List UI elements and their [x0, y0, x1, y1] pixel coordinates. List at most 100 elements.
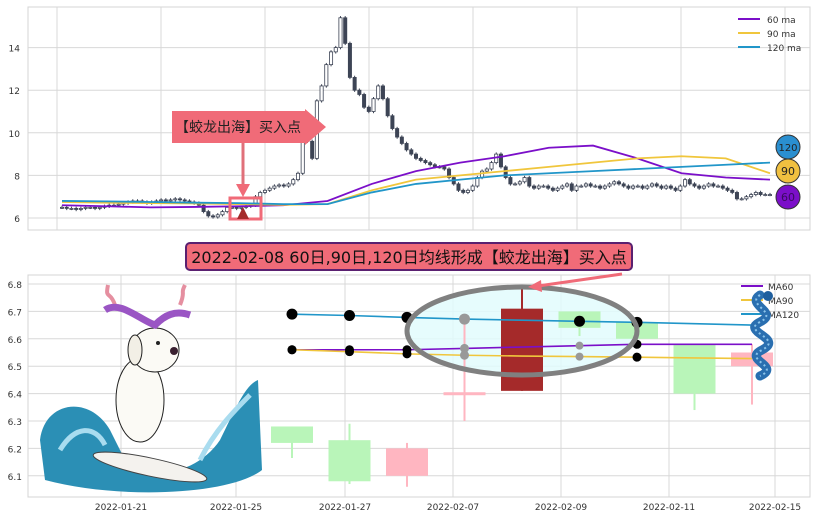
bottom-xtick-label: 2022-01-21	[95, 503, 147, 513]
bottom-xtick-label: 2022-01-25	[210, 503, 262, 513]
bottom-ytick-label: 6.8	[8, 281, 23, 291]
badge-60	[775, 184, 801, 210]
candle-body	[631, 185, 636, 189]
candle-body	[83, 206, 88, 209]
candle-body	[498, 153, 503, 168]
candle-body	[409, 149, 414, 155]
bottom-xtick-label: 2022-02-07	[427, 503, 479, 513]
bottom-ytick-label: 6.3	[8, 418, 22, 428]
candle-body	[749, 194, 754, 198]
bottom-xtick-label: 2022-02-15	[749, 503, 801, 513]
candle-body	[768, 194, 773, 196]
candle-body	[413, 153, 418, 159]
candle-body	[588, 183, 593, 187]
candle-body	[386, 448, 428, 476]
legend-label-60ma: 60 ma	[767, 16, 796, 26]
ma-line-MA60	[292, 343, 752, 351]
candle-body	[508, 177, 513, 185]
candle-body	[593, 185, 598, 188]
candle-body	[579, 185, 584, 188]
candle-body	[541, 185, 546, 188]
candle-body	[546, 185, 551, 189]
ma-point	[632, 352, 642, 362]
top-ytick-label: 12	[9, 87, 20, 97]
candle-body	[404, 143, 409, 151]
bottom-ytick-label: 6.2	[8, 445, 22, 455]
dragon-illustration	[750, 290, 774, 381]
bottom-ytick-label: 6.1	[8, 473, 22, 483]
candle-body	[560, 185, 565, 189]
candle-body	[758, 192, 763, 195]
candle-body	[716, 185, 721, 188]
candle-body	[177, 198, 182, 201]
buy-point-annotation: 【蛟龙出海】买入点	[172, 109, 326, 221]
candle-body	[220, 211, 225, 216]
candle-body	[569, 183, 574, 191]
badge-90-label: 90	[781, 165, 795, 178]
annotation-label: 【蛟龙出海】买入点	[175, 120, 301, 136]
badge-60-label: 60	[781, 191, 795, 204]
candle-body	[380, 85, 385, 100]
candle-body	[376, 85, 381, 100]
down-arrow-head-icon	[236, 184, 250, 197]
candle-body	[654, 183, 659, 187]
candle-body	[583, 183, 588, 187]
candle-body	[281, 184, 286, 187]
candle-body	[277, 184, 282, 187]
candle-body	[338, 17, 343, 49]
candle-body	[262, 189, 267, 193]
candle-body	[64, 206, 69, 209]
candle-body	[574, 185, 579, 191]
candle-body	[659, 185, 664, 189]
ma-point	[344, 310, 355, 322]
candle-body	[470, 185, 475, 191]
candle-body	[295, 172, 300, 181]
candle-body	[701, 185, 706, 189]
candle-body	[503, 166, 508, 178]
candle-body	[711, 183, 716, 187]
candle-body	[668, 185, 673, 189]
candle-body	[271, 426, 313, 443]
candle-body	[607, 183, 612, 187]
candle-body	[366, 106, 371, 112]
candle-body	[683, 179, 688, 187]
candle-body	[706, 183, 711, 187]
candle-body	[626, 185, 631, 189]
candle-body	[328, 440, 371, 482]
candle-body	[93, 206, 98, 209]
candle-body	[550, 187, 555, 191]
candle-body	[522, 177, 527, 183]
top-ytick-label: 6	[14, 215, 20, 225]
candle-body	[399, 136, 404, 144]
ma-point	[575, 341, 584, 350]
ma-line-MA120	[291, 313, 753, 326]
candle-body	[697, 185, 702, 189]
bottom-xtick-label: 2022-02-11	[643, 503, 695, 513]
candle-body	[291, 179, 296, 185]
top-legend: 60 ma 90 ma 120 ma	[738, 16, 801, 54]
badge-90	[775, 158, 801, 184]
bottom-xtick-label: 2022-02-09	[535, 503, 588, 513]
top-ytick-label: 10	[9, 130, 21, 140]
candle-body	[310, 140, 315, 159]
candle-body	[730, 189, 735, 193]
top-plot-area	[27, 6, 811, 231]
candle-body	[333, 47, 338, 53]
candle-body	[258, 192, 263, 198]
ma-point	[575, 352, 584, 361]
candle-body	[739, 198, 744, 201]
candle-body	[329, 51, 334, 66]
candle-body	[527, 177, 532, 187]
candle-body	[428, 162, 433, 166]
candle-body	[60, 206, 65, 209]
ma-line-90-ma	[61, 155, 771, 206]
top-ytick-label: 14	[9, 45, 21, 55]
top-chart: 6 8 10 12 14 60 ma 90 ma 120 ma 【蛟龙出海】买入点 12…	[9, 6, 811, 231]
legend-label-ma60: MA60	[768, 283, 794, 293]
bottom-ytick-label: 6.7	[8, 308, 22, 318]
candle-body	[88, 206, 93, 209]
dog-surfing-illustration	[40, 284, 262, 493]
candle-body	[173, 198, 178, 201]
buy-triangle-icon	[237, 207, 249, 219]
